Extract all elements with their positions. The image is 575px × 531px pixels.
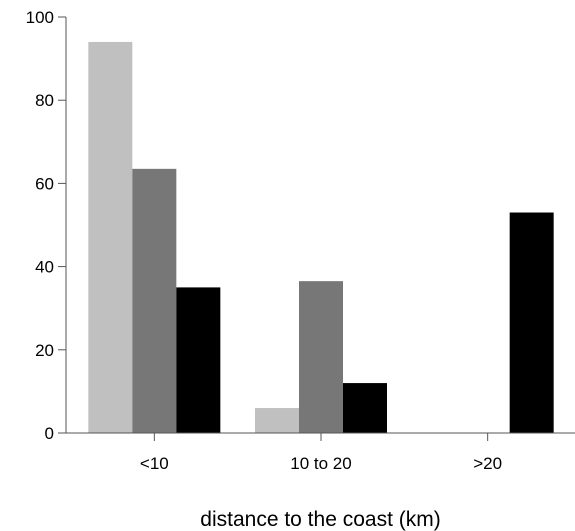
bar: [509, 212, 554, 433]
bar: [176, 287, 221, 433]
y-tick-label: 80: [35, 91, 54, 110]
bar: [132, 168, 177, 433]
y-ticks-group: 0 20 40 60 80 100: [26, 8, 66, 443]
x-axis-title: distance to the coast (km): [200, 508, 440, 531]
y-tick-label: 60: [35, 174, 54, 193]
x-ticks-group: <10 10 to 20 >20: [140, 433, 502, 473]
y-tick-label: 0: [45, 424, 54, 443]
x-tick-label: >20: [473, 454, 502, 473]
y-tick-label: 20: [35, 341, 54, 360]
x-tick-label: <10: [140, 454, 169, 473]
y-tick-label: 100: [26, 8, 54, 27]
bar: [255, 408, 299, 433]
bar: [299, 281, 343, 433]
bar: [343, 383, 387, 433]
y-tick-label: 40: [35, 258, 54, 277]
bar: [88, 41, 133, 434]
x-tick-label: 10 to 20: [290, 454, 351, 473]
bars-group: [88, 41, 554, 434]
